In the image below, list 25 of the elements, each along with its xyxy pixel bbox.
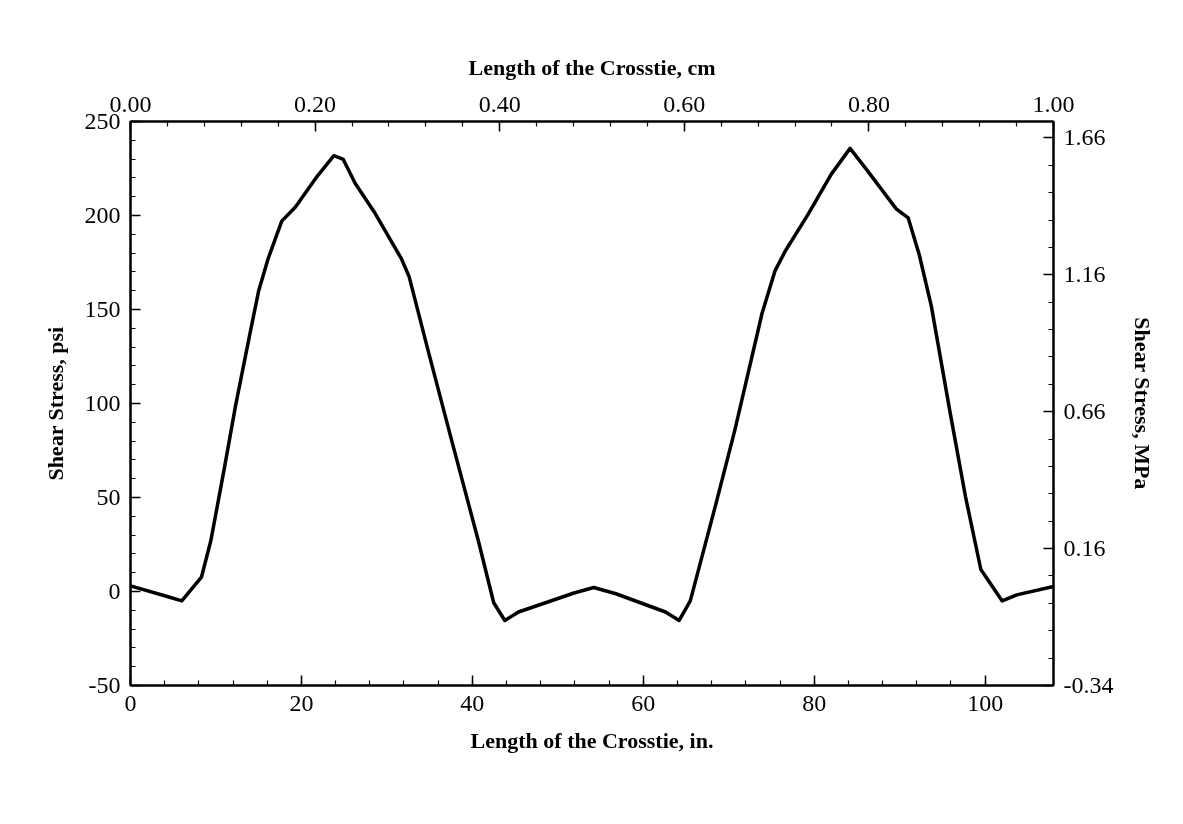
y2-tick-label: 1.66	[1063, 124, 1106, 151]
x2-tick-label: 0.40	[478, 90, 521, 117]
y-tick-label: 50	[96, 484, 121, 510]
x2-tick-label: 1.00	[1032, 90, 1075, 117]
x-tick-label: 60	[631, 689, 656, 716]
y2-axis-title: Shear Stress, MPa	[1130, 317, 1156, 490]
x-axis-title: Length of the Crosstie, in.	[470, 727, 714, 753]
x-tick-label: 20	[289, 689, 314, 716]
x2-tick-label: 0.60	[663, 90, 706, 117]
y-tick-label: -50	[88, 672, 121, 698]
x2-tick-label: 0.80	[847, 90, 890, 117]
y-tick-label: 150	[84, 296, 121, 322]
x-tick-label: 40	[460, 689, 485, 716]
y-tick-label: 0	[108, 578, 121, 604]
x2-tick-label: 0.20	[294, 90, 337, 117]
y2-tick-label: 0.16	[1063, 535, 1106, 562]
y-tick-label: 200	[84, 202, 121, 228]
y2-tick-label: -0.34	[1063, 672, 1114, 698]
y-tick-label: 100	[84, 390, 121, 416]
x-tick-label: 100	[967, 689, 1004, 716]
y-axis-title: Shear Stress, psi	[42, 326, 68, 481]
x2-axis-title: Length of the Crosstie, cm	[468, 54, 716, 80]
y2-tick-label: 0.66	[1063, 398, 1106, 425]
y2-tick-label: 1.16	[1063, 261, 1106, 288]
x-tick-label: 80	[802, 689, 827, 716]
